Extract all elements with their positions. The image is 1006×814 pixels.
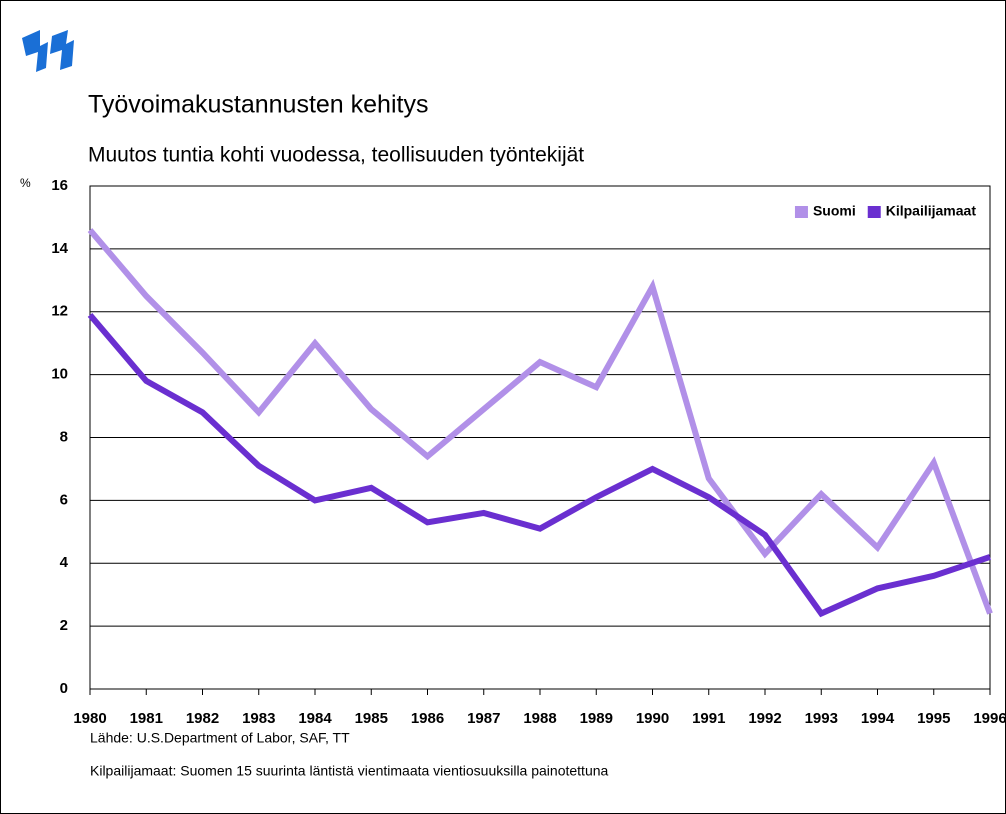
y-tick-label: 6 — [60, 491, 68, 508]
series-line — [87, 312, 991, 618]
x-tick-label: 1994 — [861, 710, 895, 727]
legend-label: Suomi — [813, 203, 856, 219]
logo — [22, 30, 74, 72]
x-tick-label: 1991 — [692, 710, 725, 727]
footnote: Kilpailijamaat: Suomen 15 suurinta länti… — [90, 763, 609, 779]
x-tick-label: 1992 — [748, 710, 781, 727]
x-tick-label: 1993 — [805, 710, 838, 727]
y-tick-label: 14 — [51, 240, 68, 257]
y-tick-label: 4 — [60, 554, 69, 571]
x-tick-label: 1984 — [298, 710, 332, 727]
y-tick-label: 10 — [51, 366, 68, 383]
x-tick-label: 1980 — [73, 710, 106, 727]
legend-label: Kilpailijamaat — [886, 203, 977, 219]
y-tick-label: 0 — [60, 680, 68, 697]
x-tick-label: 1996 — [973, 710, 1006, 727]
y-tick-label: 12 — [51, 303, 68, 320]
x-tick-label: 1988 — [523, 710, 556, 727]
series-line — [87, 228, 993, 615]
y-axis-label: % — [20, 176, 31, 190]
x-tick-label: 1985 — [355, 710, 388, 727]
source-note: Lähde: U.S.Department of Labor, SAF, TT — [90, 730, 350, 746]
chart-subtitle: Muutos tuntia kohti vuodessa, teollisuud… — [88, 144, 584, 167]
legend-swatch — [794, 206, 808, 218]
x-tick-label: 1995 — [917, 710, 950, 727]
x-tick-label: 1990 — [636, 710, 669, 727]
x-tick-label: 1983 — [242, 710, 275, 727]
chart-title: Työvoimakustannusten kehitys — [88, 91, 428, 119]
legend-swatch — [867, 206, 881, 218]
x-tick-label: 1982 — [186, 710, 219, 727]
y-tick-label: 8 — [60, 428, 68, 445]
x-tick-label: 1981 — [130, 710, 163, 727]
y-tick-label: 2 — [60, 617, 68, 634]
x-tick-label: 1986 — [411, 710, 444, 727]
x-tick-label: 1987 — [467, 710, 500, 727]
y-tick-label: 16 — [51, 177, 68, 194]
x-tick-label: 1989 — [580, 710, 613, 727]
